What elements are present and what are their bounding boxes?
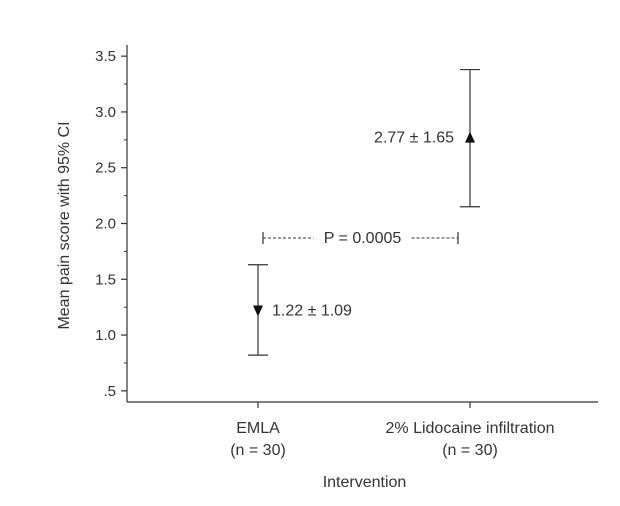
y-tick-label: 3.5 [95,48,116,65]
x-category-n-label: (n = 30) [442,442,498,459]
y-ticks: .5 1.0 1.5 2.0 2.5 3.0 3.5 [95,48,127,400]
mean-ci-label: 2.77 ± 1.65 [374,130,454,147]
y-tick-label: 1.5 [95,271,116,288]
y-tick-label: 3.0 [95,104,116,121]
y-tick-label: 2.0 [95,216,116,233]
y-tick-label: .5 [103,383,116,400]
x-category-label: EMLA [236,420,280,437]
x-category-n-label: (n = 30) [230,442,286,459]
mean-ci-label: 1.22 ± 1.09 [272,303,352,320]
mean-marker [253,305,263,317]
p-value-label: P = 0.0005 [324,230,402,247]
y-axis-title: Mean pain score with 95% CI [56,121,73,329]
axes [126,45,598,403]
x-axis-title: Intervention [323,474,407,491]
y-tick-label: 2.5 [95,160,116,177]
x-category-label: 2% Lidocaine infiltration [386,420,555,437]
y-tick-label: 1.0 [95,327,116,344]
mean-marker [465,131,475,143]
x-ticks: EMLA (n = 30) 2% Lidocaine infiltration (n … [230,402,555,459]
data-marks: 1.22 ± 1.09 2.77 ± 1.65 P = 0.0005 [248,68,480,356]
